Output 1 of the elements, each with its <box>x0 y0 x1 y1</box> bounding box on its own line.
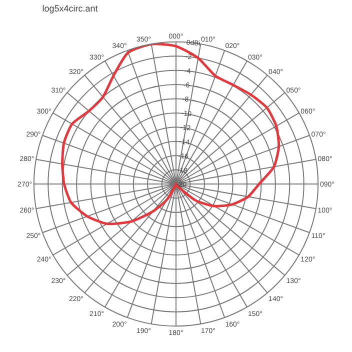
chart-title: log5x4circ.ant <box>42 4 98 14</box>
